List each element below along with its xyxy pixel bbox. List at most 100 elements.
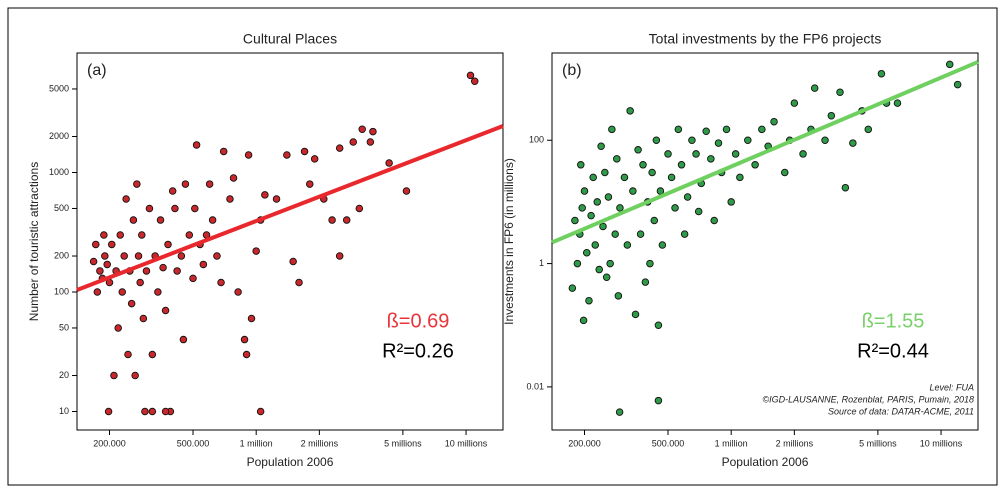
point (131, 371, 139, 380)
point (272, 195, 281, 203)
point (192, 141, 201, 149)
y-tick-label: 500 (54, 203, 69, 213)
point (148, 350, 157, 359)
point (134, 252, 143, 260)
point (611, 230, 619, 238)
annotation: R²=0.26 (382, 340, 454, 362)
point (310, 155, 319, 163)
point (751, 161, 759, 169)
point (654, 321, 663, 329)
y-tick-label: 200 (54, 250, 69, 260)
point (945, 60, 954, 69)
x-tick-label: 1 million (715, 438, 748, 448)
point (110, 371, 118, 380)
point (583, 248, 591, 257)
point (101, 252, 109, 260)
point (177, 252, 186, 260)
point (656, 187, 665, 195)
point (173, 267, 181, 275)
point (96, 267, 104, 275)
point (199, 260, 208, 269)
point (674, 125, 683, 134)
point (161, 306, 170, 315)
point (707, 155, 715, 163)
point (226, 195, 234, 203)
x-tick-label: 200.000 (93, 438, 126, 448)
point (631, 310, 640, 319)
point (893, 99, 902, 107)
point (369, 127, 377, 136)
point (116, 231, 124, 239)
point (731, 150, 740, 158)
y-tick-label: 2000 (49, 131, 69, 141)
x-axis-label: Population 2006 (722, 455, 809, 469)
point (722, 125, 731, 134)
point (591, 241, 599, 249)
trend-line (551, 60, 979, 245)
point (595, 265, 603, 274)
point (133, 180, 141, 188)
point (667, 173, 676, 182)
point (335, 252, 344, 260)
point (191, 204, 199, 213)
point (127, 299, 136, 308)
point (615, 408, 624, 416)
x-tick-label: 5 millions (384, 438, 422, 448)
x-tick-label: 1 million (240, 438, 273, 448)
point (118, 288, 126, 296)
point (138, 231, 146, 239)
point (139, 314, 148, 323)
point (129, 216, 138, 224)
point (614, 292, 623, 300)
point (289, 257, 297, 266)
point (620, 173, 629, 182)
point (385, 159, 393, 167)
point (613, 155, 621, 163)
x-tick-label: 10 millions (445, 438, 488, 448)
point (648, 168, 656, 177)
x-tick-label: 10 millions (920, 438, 963, 448)
point (358, 125, 366, 134)
point (677, 161, 686, 169)
x-tick-label: 500.000 (177, 438, 210, 448)
point (601, 168, 609, 177)
point (219, 147, 228, 156)
point (604, 193, 613, 201)
point (654, 396, 663, 405)
point (671, 204, 679, 212)
y-tick-label: 20 (59, 370, 69, 380)
point (242, 350, 251, 359)
point (579, 316, 588, 325)
trend-line (76, 124, 504, 292)
x-tick-label: 2 millions (776, 438, 814, 448)
point (161, 407, 170, 416)
point (616, 204, 624, 212)
point (213, 252, 221, 260)
y-tick-label: 1 (539, 258, 544, 268)
y-tick-label: 100 (529, 135, 544, 145)
point (93, 288, 102, 296)
point (692, 150, 700, 158)
point (355, 204, 364, 213)
x-tick-label: 5 millions (859, 438, 897, 448)
point (100, 231, 108, 239)
point (688, 136, 696, 145)
point (727, 198, 735, 206)
figure-border (7, 7, 998, 486)
point (114, 324, 122, 332)
annotation: ß=1.55 (862, 310, 925, 332)
point (261, 191, 269, 199)
point (953, 80, 962, 89)
point (108, 240, 116, 249)
point (122, 195, 130, 203)
point (295, 278, 303, 287)
y-tick-label: 50 (59, 322, 69, 332)
point (589, 173, 597, 182)
point (736, 173, 744, 182)
y-axis-label: Number of touristic attractions (27, 162, 41, 321)
point (781, 168, 789, 177)
point (136, 278, 144, 287)
point (758, 125, 766, 134)
point (159, 263, 167, 272)
point (120, 252, 128, 260)
